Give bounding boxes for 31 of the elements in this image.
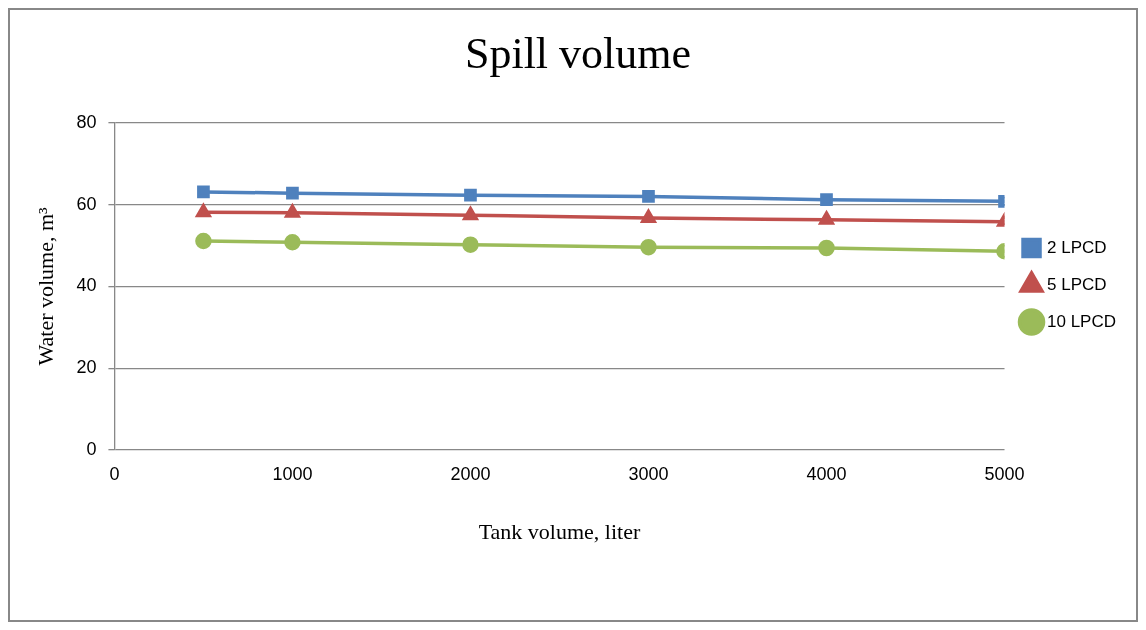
point (819, 211, 834, 225)
y-tick-label: 40 (76, 275, 97, 296)
point (196, 204, 211, 218)
point (464, 188, 477, 202)
x-tick-label: 0 (109, 463, 120, 484)
x-tick-label: 4000 (806, 463, 847, 484)
legend-label: 2 LPCD (1047, 237, 1107, 257)
point (818, 239, 835, 257)
point (640, 238, 657, 256)
legend-label: 10 LPCD (1047, 311, 1116, 331)
point (820, 193, 833, 207)
x-tick-label: 2000 (450, 463, 491, 484)
y-tick-label: 0 (86, 438, 97, 459)
x-tick-label: 3000 (628, 463, 669, 484)
point (284, 233, 301, 251)
point (642, 190, 655, 203)
x-tick-label: 1000 (272, 463, 313, 484)
chart-title: Spill volume (464, 28, 692, 78)
point (197, 185, 210, 199)
y-tick-label: 20 (76, 357, 97, 378)
y-tick-label: 80 (76, 111, 97, 132)
x-axis-title: Tank volume, liter (478, 518, 641, 544)
y-axis-title: Water volume, m³ (32, 206, 58, 366)
point (286, 186, 299, 200)
x-tick-label: 5000 (984, 463, 1025, 484)
y-tick-label: 60 (76, 193, 97, 214)
legend-label: 5 LPCD (1047, 274, 1107, 294)
point (462, 236, 479, 253)
point (463, 206, 478, 221)
point (195, 232, 212, 250)
point (641, 209, 656, 224)
